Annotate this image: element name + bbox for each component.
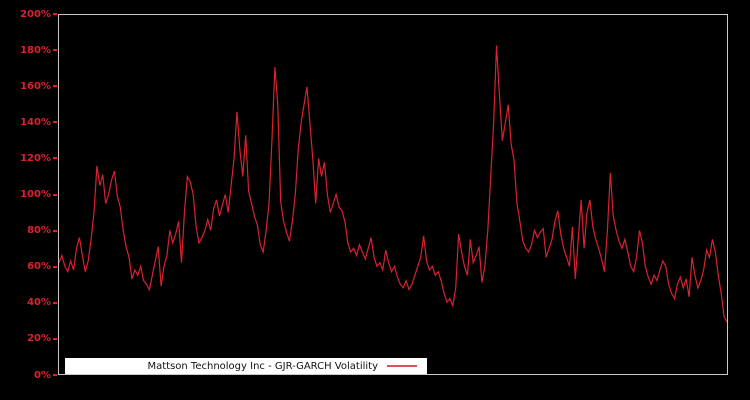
y-axis-tick-label: 180% — [20, 44, 51, 56]
volatility-line — [59, 45, 727, 323]
y-axis-tick-mark — [53, 121, 57, 124]
y-axis-tick-mark — [53, 13, 57, 15]
legend-label: Mattson Technology Inc - GJR-GARCH Volat… — [147, 360, 378, 372]
y-axis-tick-label: 20% — [27, 333, 51, 345]
y-axis-tick-label: 120% — [20, 152, 51, 164]
legend: Mattson Technology Inc - GJR-GARCH Volat… — [65, 358, 427, 374]
y-axis-tick-label: 0% — [34, 369, 51, 381]
y-axis-tick-mark — [53, 157, 57, 160]
y-axis-tick-mark — [53, 229, 57, 232]
y-axis-tick-mark — [53, 49, 57, 52]
y-axis-tick-mark — [53, 374, 57, 376]
y-axis-tick-label: 60% — [27, 261, 51, 273]
volatility-line-plot — [59, 45, 727, 323]
y-axis-tick-label: 140% — [20, 116, 51, 128]
y-axis-tick-label: 40% — [27, 297, 51, 309]
legend-line-sample-icon — [387, 365, 417, 367]
y-axis-tick-label: 100% — [20, 189, 51, 200]
y-axis-tick-mark — [53, 337, 57, 340]
y-axis-tick-mark — [53, 85, 57, 88]
y-axis-tick-label: 200% — [20, 8, 51, 20]
y-axis-tick-label: 160% — [20, 80, 51, 92]
y-axis-tick-mark — [53, 193, 57, 196]
y-axis-tick-label: 80% — [27, 225, 51, 237]
y-axis-tick-mark — [53, 265, 57, 268]
plot-area — [58, 14, 728, 375]
y-axis-tick-mark — [53, 301, 57, 304]
